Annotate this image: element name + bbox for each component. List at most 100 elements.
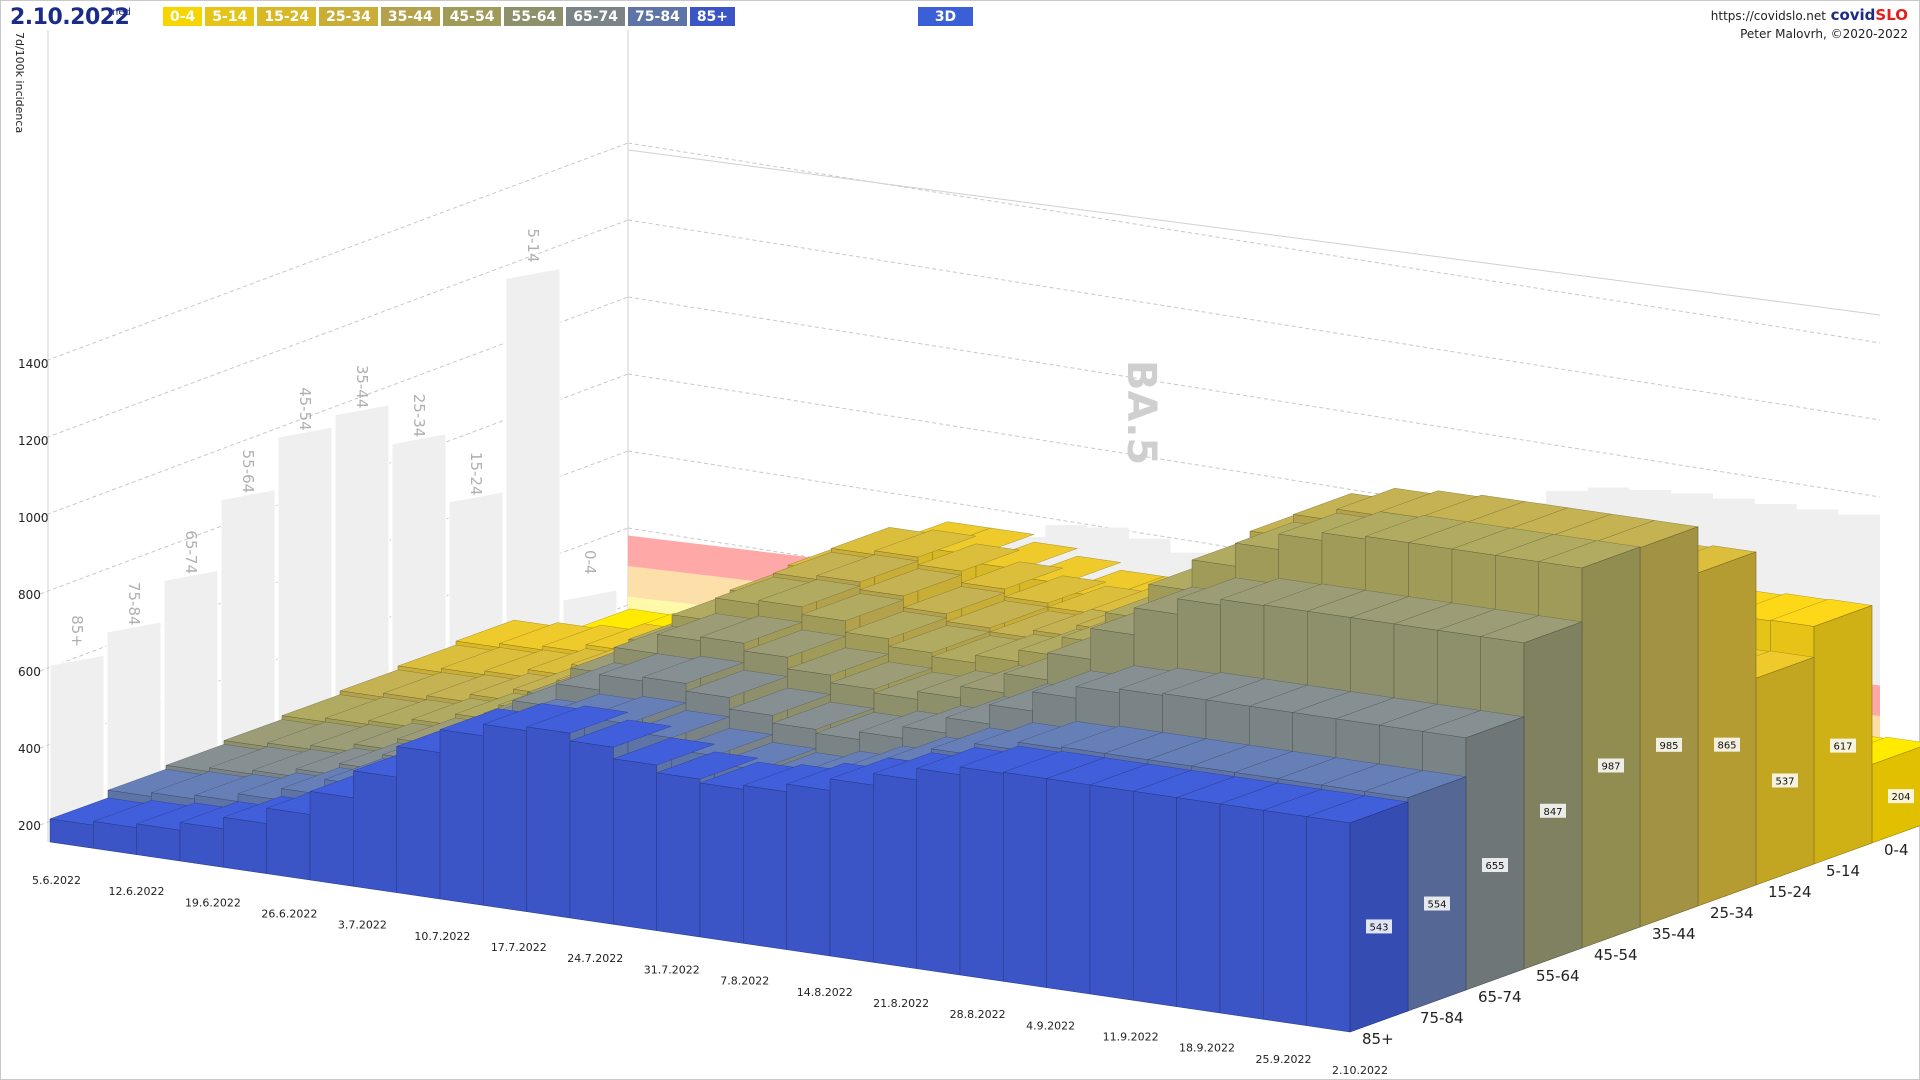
bar-front (1306, 816, 1351, 1033)
value-label-bg (1656, 737, 1682, 752)
side-peak-label: 55-64 (239, 450, 257, 494)
bar-front (916, 768, 961, 976)
grid-line-back (627, 373, 1881, 575)
bar-front (179, 822, 224, 868)
legend-5-14[interactable]: 5-14 (205, 7, 255, 26)
grid-line-back (627, 296, 1881, 498)
value-label-15-24: 537 (1775, 776, 1794, 787)
x-axis-ticks: 5.6.2022 12.6.2022 19.6.2022 26.6.2022 3.7.2… (32, 874, 1388, 1077)
current-date: 2.10.2022 (10, 5, 130, 30)
legend-85+[interactable]: 85+ (689, 7, 736, 26)
age-label-85+: 85+ (1362, 1030, 1394, 1048)
value-label-85+: 543 (1369, 922, 1388, 933)
bar-front (873, 773, 917, 969)
side-panel-peaks: 85+ 75-84 65-74 55-64 45-54 35-44 25-34 15-24 5-… (49, 228, 618, 843)
bar-front (309, 791, 354, 887)
y-tick-label: 1000 (18, 511, 49, 525)
bar-front (613, 758, 657, 931)
side-peak-label: 15-24 (467, 452, 485, 496)
value-label-0-4: 204 (1891, 792, 1910, 803)
bar-end-55-64 (1523, 621, 1583, 970)
y-tick-label: 800 (18, 588, 41, 602)
y-tick-label: 200 (18, 819, 41, 833)
value-label-bg (1830, 738, 1856, 753)
legend-0-4[interactable]: 0-4 (163, 7, 203, 26)
value-label-bg (1424, 896, 1450, 911)
value-label-bg (1598, 758, 1624, 773)
bar-front (483, 724, 527, 912)
age-label-0-4: 0-4 (1884, 841, 1909, 859)
legend-65-74[interactable]: 65-74 (566, 7, 626, 26)
value-label-75-84: 554 (1427, 900, 1446, 911)
legend-15-24[interactable]: 15-24 (257, 7, 317, 26)
bars-3d (49, 488, 1920, 1033)
bar-front (1263, 809, 1307, 1026)
site-url[interactable]: https://covidslo.net (1710, 9, 1826, 23)
side-peak-label: 0-4 (581, 550, 599, 575)
value-label-65-74: 655 (1485, 861, 1504, 872)
x-tick-label: 19.6.2022 (185, 896, 241, 909)
y-tick-label: 1400 (18, 357, 49, 371)
age-label-55-64: 55-64 (1536, 967, 1580, 985)
x-tick-label: 7.8.2022 (720, 975, 769, 988)
legend-25-34[interactable]: 25-34 (319, 7, 378, 26)
age-label-15-24: 15-24 (1768, 883, 1812, 901)
weekday-label: ned (112, 7, 131, 18)
value-label-bg (1366, 919, 1392, 934)
value-label-5-14: 617 (1833, 742, 1852, 753)
author-credit: Peter Malovrh, ©2020-2022 (1740, 27, 1908, 41)
bar-end-85+ (1349, 801, 1409, 1033)
toggle-3d-button[interactable]: 3D (918, 7, 973, 26)
bar-front (786, 783, 831, 957)
bar-front (1133, 790, 1177, 1007)
x-tick-label: 3.7.2022 (338, 919, 387, 932)
x-tick-label: 24.7.2022 (567, 952, 623, 965)
back-top-line (627, 149, 1881, 316)
age-label-65-74: 65-74 (1478, 988, 1522, 1006)
x-tick-label: 14.8.2022 (797, 986, 853, 999)
value-label-bg (1540, 803, 1566, 818)
age-axis-labels: 0-4 5-14 15-24 25-34 35-44 45-54 55-64 65-74 75-… (1362, 841, 1909, 1048)
y-axis-ticks: 200 400 600 800 1000 1200 1400 (18, 357, 49, 833)
bar-front (1003, 771, 1047, 988)
x-tick-label: 12.6.2022 (108, 885, 164, 898)
value-label-bg (1714, 737, 1740, 752)
age-label-5-14: 5-14 (1826, 862, 1860, 880)
legend-45-54[interactable]: 45-54 (442, 7, 502, 26)
bar-front (656, 772, 701, 938)
variant-annotation: BA.5 (1118, 360, 1164, 465)
x-tick-label: 28.8.2022 (950, 1008, 1006, 1021)
legend-35-44[interactable]: 35-44 (380, 7, 440, 26)
bar-front (959, 766, 1004, 982)
bar-end-25-34 (1697, 551, 1757, 907)
bar-front (396, 746, 441, 900)
age-group-legend: 0-4 5-14 15-24 25-34 35-44 45-54 55-64 65-74 75-… (163, 7, 736, 26)
age-label-75-84: 75-84 (1420, 1009, 1464, 1027)
x-tick-label: 11.9.2022 (1103, 1030, 1159, 1043)
value-label-35-44: 985 (1659, 741, 1678, 752)
bar-front (266, 807, 311, 881)
x-tick-label: 10.7.2022 (414, 930, 470, 943)
x-tick-label: 25.9.2022 (1256, 1053, 1312, 1066)
legend-55-64[interactable]: 55-64 (504, 7, 564, 26)
value-label-45-54: 987 (1601, 762, 1620, 773)
side-peak-label: 75-84 (125, 582, 143, 626)
bar-end-65-74 (1465, 716, 1525, 991)
side-peak-label: 45-54 (296, 387, 314, 431)
value-label-bg (1482, 858, 1508, 873)
bar-row-85+ (49, 703, 1409, 1033)
x-tick-label: 2.10.2022 (1332, 1064, 1388, 1077)
x-tick-label: 4.9.2022 (1026, 1019, 1075, 1032)
legend-75-84[interactable]: 75-84 (628, 7, 687, 26)
bar-front (1219, 803, 1264, 1020)
bar-front (223, 816, 267, 874)
x-tick-label: 18.9.2022 (1179, 1042, 1235, 1055)
bar-front (743, 785, 787, 950)
bar-front (699, 782, 744, 944)
bar-end-75-84 (1407, 776, 1467, 1012)
grid-line-back (627, 142, 1881, 344)
y-tick-label: 600 (18, 665, 41, 679)
bar-end-35-44 (1639, 526, 1699, 928)
value-label-55-64: 847 (1543, 807, 1562, 818)
bar-end-5-14 (1813, 605, 1873, 865)
